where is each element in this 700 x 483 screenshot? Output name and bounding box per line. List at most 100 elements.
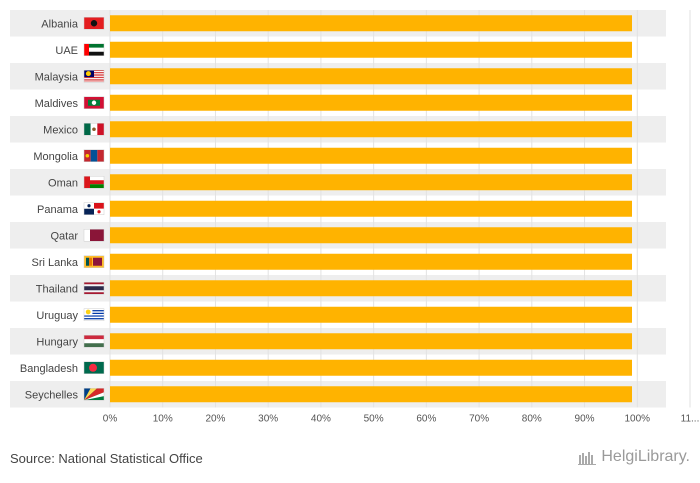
x-tick-label: 60%: [416, 414, 436, 425]
bar: [110, 253, 632, 270]
flag-part: [84, 229, 90, 242]
flag-part: [84, 77, 104, 79]
flag-part: [84, 286, 104, 291]
flag-part: [84, 392, 104, 401]
bar: [110, 174, 632, 191]
flag-part: [97, 123, 104, 136]
bar: [110, 68, 632, 85]
flag-part: [84, 80, 104, 82]
flag-part: [84, 176, 90, 189]
flag-part: [84, 339, 104, 344]
library-icon: [578, 452, 597, 465]
flag-part: [84, 79, 104, 81]
flag-oman-icon: [83, 176, 105, 189]
flag-mongolia-icon: [83, 149, 105, 162]
bar-chart: Albania UAE Malaysia Maldives Mexico Mongolia…: [10, 10, 700, 425]
flag-malaysia-icon: [83, 70, 105, 83]
flag-qatar-icon: [83, 229, 105, 242]
flag-part: [84, 310, 104, 312]
flag-border: [83, 282, 105, 295]
category-label: Malaysia: [35, 71, 79, 83]
category-label: Hungary: [36, 336, 78, 348]
flag-part: [85, 309, 91, 315]
bar: [110, 15, 632, 32]
flag-part: [84, 315, 104, 317]
x-tick-label: 30%: [258, 414, 278, 425]
category-label: Thailand: [36, 283, 78, 295]
flag-border: [83, 308, 105, 321]
flag-part: [84, 43, 89, 56]
flag-part: [84, 388, 104, 401]
bar: [110, 147, 632, 164]
bar: [110, 386, 632, 403]
flag-border: [83, 17, 105, 30]
flag-bangladesh-icon: [83, 361, 105, 374]
flag-part: [84, 47, 104, 52]
category-label: Mongolia: [33, 151, 79, 163]
bar: [110, 227, 632, 244]
flag-part: [94, 202, 104, 209]
bar: [110, 333, 632, 350]
x-tick-label: 0%: [103, 414, 118, 425]
flag-border: [83, 43, 105, 56]
bar: [110, 359, 632, 376]
category-label: Maldives: [35, 98, 79, 110]
flag-part: [84, 176, 104, 181]
flag-seychelles-icon: [83, 388, 105, 401]
flag-part: [84, 316, 104, 319]
flag-part: [84, 388, 91, 401]
flag-part: [84, 180, 104, 185]
category-label: Seychelles: [25, 389, 79, 401]
flag-part: [84, 43, 104, 48]
flag-border: [83, 255, 105, 268]
bar: [110, 200, 632, 217]
flag-part: [91, 100, 97, 105]
x-tick-label: 90%: [575, 414, 595, 425]
category-label: Mexico: [43, 124, 78, 136]
bar: [110, 121, 632, 138]
flag-part: [89, 363, 97, 372]
x-tick-label: 100%: [624, 414, 650, 425]
category-label: UAE: [55, 45, 78, 57]
flag-border: [83, 335, 105, 348]
source-note: Source: National Statistical Office: [10, 451, 203, 466]
bar: [110, 306, 632, 323]
flag-part: [84, 335, 104, 340]
flag-part: [84, 51, 104, 56]
flag-border: [83, 149, 105, 162]
flag-part: [84, 343, 104, 348]
flag-part: [87, 204, 91, 208]
category-label: Oman: [48, 177, 78, 189]
flag-part: [84, 77, 104, 78]
flag-part: [84, 123, 91, 136]
flag-part: [84, 318, 104, 320]
x-tick-label: 20%: [205, 414, 225, 425]
x-tick-label: 80%: [522, 414, 542, 425]
bar: [110, 94, 632, 111]
flag-border: [83, 229, 105, 242]
flag-border: [83, 176, 105, 189]
flag-part: [85, 153, 90, 158]
x-tick-label: 40%: [311, 414, 331, 425]
flag-albania-icon: [83, 17, 105, 30]
flag-part: [84, 78, 104, 80]
flag-part: [86, 257, 89, 266]
category-label: Panama: [37, 204, 79, 216]
x-tick-label: 11...: [681, 414, 700, 425]
flag-uruguay-icon: [83, 308, 105, 321]
flag-sri-lanka-icon: [83, 255, 105, 268]
x-tick-label: 50%: [364, 414, 384, 425]
flag-part: [90, 20, 98, 27]
flag-part: [84, 184, 104, 189]
flag-maldives-icon: [83, 96, 105, 109]
flag-border: [83, 70, 105, 83]
flag-uae-icon: [83, 43, 105, 56]
flag-border: [83, 202, 105, 215]
flag-border: [83, 361, 105, 374]
flag-part: [97, 149, 104, 162]
flag-part: [93, 257, 102, 266]
flag-part: [84, 311, 104, 313]
brand-name: HelgiLibrary.: [601, 448, 690, 465]
flag-part: [84, 312, 104, 315]
category-label: Uruguay: [36, 310, 78, 322]
